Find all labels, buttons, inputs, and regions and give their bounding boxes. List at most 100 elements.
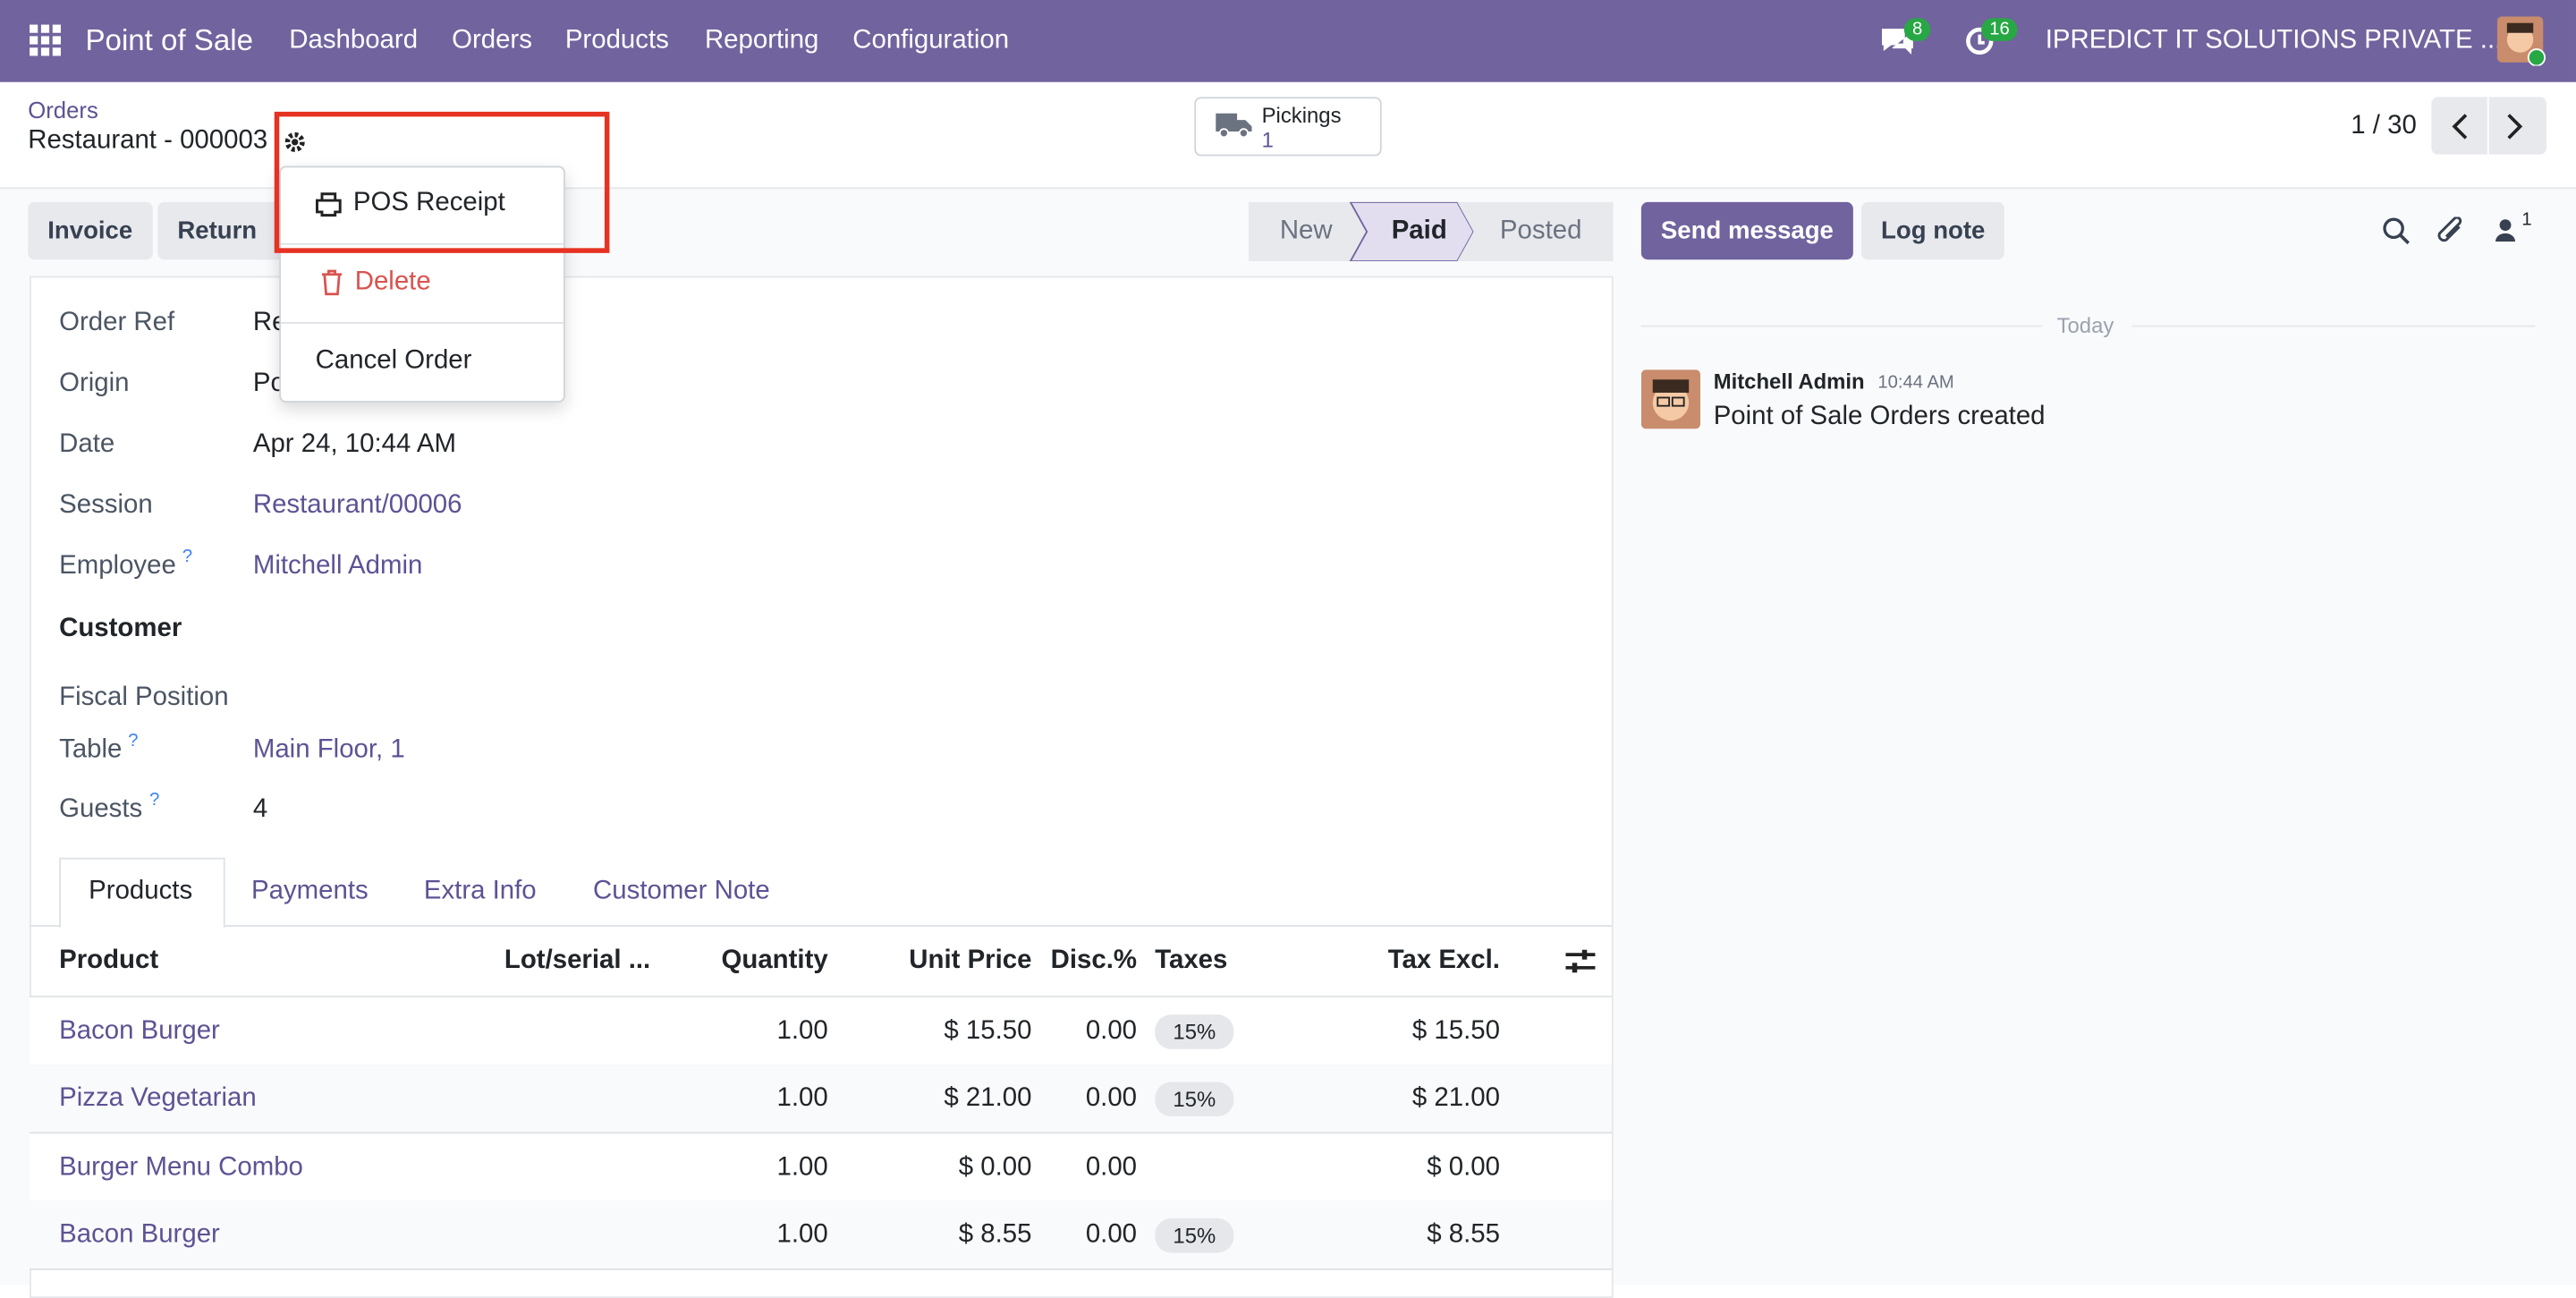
field-label: Fiscal Position bbox=[59, 683, 229, 712]
field-value: Apr 24, 10:44 AM bbox=[252, 430, 456, 459]
field-value[interactable]: Mitchell Admin bbox=[252, 552, 423, 581]
menu-cancel-order[interactable]: Cancel Order bbox=[315, 346, 472, 375]
column-header: Disc.% bbox=[1050, 946, 1138, 975]
tab[interactable]: Extra Info bbox=[423, 877, 537, 906]
table-row[interactable] bbox=[30, 1065, 1612, 1135]
column-header: Taxes bbox=[1155, 946, 1228, 975]
dropdown-divider bbox=[281, 321, 564, 324]
author-avatar bbox=[1640, 369, 1701, 429]
trash-icon bbox=[321, 269, 343, 296]
pickings-count: 1 bbox=[1261, 127, 1274, 152]
optional-columns[interactable] bbox=[1565, 949, 1596, 973]
table-row[interactable] bbox=[30, 1200, 1612, 1271]
tab[interactable]: Payments bbox=[251, 877, 369, 906]
menu-item[interactable]: Reporting bbox=[704, 26, 819, 55]
tabs-line bbox=[30, 925, 1612, 927]
pager-prev[interactable] bbox=[2431, 97, 2487, 155]
menu-item[interactable]: Configuration bbox=[852, 26, 1010, 55]
quantity: 1.00 bbox=[776, 1084, 828, 1114]
unit-price: $ 21.00 bbox=[944, 1084, 1032, 1114]
breadcrumb-parent[interactable]: Orders bbox=[28, 97, 98, 123]
menu-pos-receipt[interactable]: POS Receipt bbox=[352, 189, 505, 217]
field-label: Session bbox=[59, 491, 153, 520]
field-label: Date bbox=[59, 430, 115, 459]
active-tab bbox=[59, 857, 225, 929]
field-value[interactable]: Main Floor, 1 bbox=[252, 735, 405, 765]
discount: 0.00 bbox=[1085, 1153, 1138, 1182]
help-marker[interactable]: ? bbox=[182, 547, 193, 567]
date-separator: Today bbox=[2056, 312, 2114, 338]
product[interactable]: Pizza Vegetarian bbox=[59, 1084, 257, 1114]
field-value: 4 bbox=[252, 794, 268, 824]
quantity: 1.00 bbox=[776, 1153, 828, 1182]
messages-badge: 8 bbox=[1903, 18, 1931, 41]
gear-dropdown bbox=[279, 165, 565, 403]
tax-badge: 15% bbox=[1155, 1218, 1234, 1253]
field-label: Origin bbox=[59, 369, 130, 398]
user-avatar[interactable] bbox=[2496, 16, 2546, 66]
quantity: 1.00 bbox=[776, 1221, 828, 1250]
pager: 1 / 30 bbox=[2351, 111, 2417, 140]
tab[interactable]: Products bbox=[89, 877, 193, 906]
invoice-button[interactable]: Invoice bbox=[28, 201, 153, 260]
followers-count: 1 bbox=[2521, 210, 2532, 231]
status-posted[interactable]: Posted bbox=[1499, 216, 1582, 245]
menu-item[interactable]: Products bbox=[564, 26, 669, 55]
send-message[interactable]: Send message bbox=[1640, 201, 1853, 260]
unit-price: $ 0.00 bbox=[958, 1153, 1032, 1182]
status-new[interactable]: New bbox=[1279, 216, 1333, 245]
tab[interactable]: Customer Note bbox=[593, 877, 770, 906]
field-label: Guests bbox=[59, 794, 143, 824]
status-bar bbox=[1248, 201, 1614, 262]
help-marker[interactable]: ? bbox=[128, 731, 139, 751]
tax-excl: $ 8.55 bbox=[1427, 1221, 1500, 1250]
chatter-icons[interactable] bbox=[2382, 216, 2529, 246]
discount: 0.00 bbox=[1085, 1221, 1138, 1250]
customer-heading: Customer bbox=[59, 614, 182, 643]
dropdown-divider bbox=[281, 242, 564, 245]
navbar: Point of Sale 8 16 IPREDICT IT SOLUTIONS… bbox=[0, 0, 2576, 82]
tax-excl: $ 21.00 bbox=[1411, 1084, 1500, 1114]
gear-icon[interactable] bbox=[284, 131, 306, 153]
unit-price: $ 15.50 bbox=[944, 1016, 1032, 1046]
table-row[interactable] bbox=[30, 997, 1612, 1067]
menu-delete[interactable]: Delete bbox=[354, 267, 431, 296]
field-label: Table bbox=[59, 735, 123, 765]
column-header: Unit Price bbox=[909, 946, 1032, 975]
tax-badge: 15% bbox=[1155, 1014, 1234, 1049]
pager-arrows bbox=[2452, 114, 2523, 140]
tax-badge: 15% bbox=[1155, 1082, 1234, 1117]
quantity: 1.00 bbox=[776, 1016, 828, 1046]
log-note[interactable]: Log note bbox=[1861, 201, 2005, 260]
column-header: Lot/serial ... bbox=[504, 946, 651, 975]
column-header: Product bbox=[59, 946, 159, 975]
date-line bbox=[1640, 325, 2043, 327]
help-marker[interactable]: ? bbox=[149, 790, 160, 810]
status-paid[interactable]: Paid bbox=[1391, 216, 1447, 245]
message-author[interactable]: Mitchell Admin bbox=[1713, 369, 1865, 394]
apps-icon[interactable] bbox=[30, 24, 63, 58]
header-line bbox=[30, 996, 1612, 997]
message-body: Point of Sale Orders created bbox=[1713, 402, 2046, 431]
message-time: 10:44 AM bbox=[1877, 372, 1954, 393]
date-line bbox=[2132, 325, 2536, 327]
product[interactable]: Bacon Burger bbox=[59, 1016, 220, 1046]
company[interactable]: IPREDICT IT SOLUTIONS PRIVATE ... bbox=[2045, 26, 2503, 55]
field-value[interactable]: Restaurant/00006 bbox=[252, 491, 462, 520]
tax-excl: $ 15.50 bbox=[1411, 1016, 1500, 1046]
column-header: Quantity bbox=[721, 946, 828, 975]
discount: 0.00 bbox=[1085, 1016, 1138, 1046]
menu-item[interactable]: Dashboard bbox=[289, 26, 419, 55]
truck-icon bbox=[1216, 113, 1252, 139]
column-header: Tax Excl. bbox=[1387, 946, 1500, 975]
unit-price: $ 8.55 bbox=[958, 1221, 1032, 1250]
pickings-label: Pickings bbox=[1261, 102, 1342, 128]
app-name[interactable]: Point of Sale bbox=[85, 23, 253, 57]
field-label: Employee bbox=[59, 552, 176, 581]
menu-item[interactable]: Orders bbox=[452, 26, 532, 55]
print-icon bbox=[316, 192, 342, 217]
product[interactable]: Bacon Burger bbox=[59, 1221, 220, 1250]
discount: 0.00 bbox=[1085, 1084, 1138, 1114]
product[interactable]: Burger Menu Combo bbox=[59, 1153, 303, 1182]
